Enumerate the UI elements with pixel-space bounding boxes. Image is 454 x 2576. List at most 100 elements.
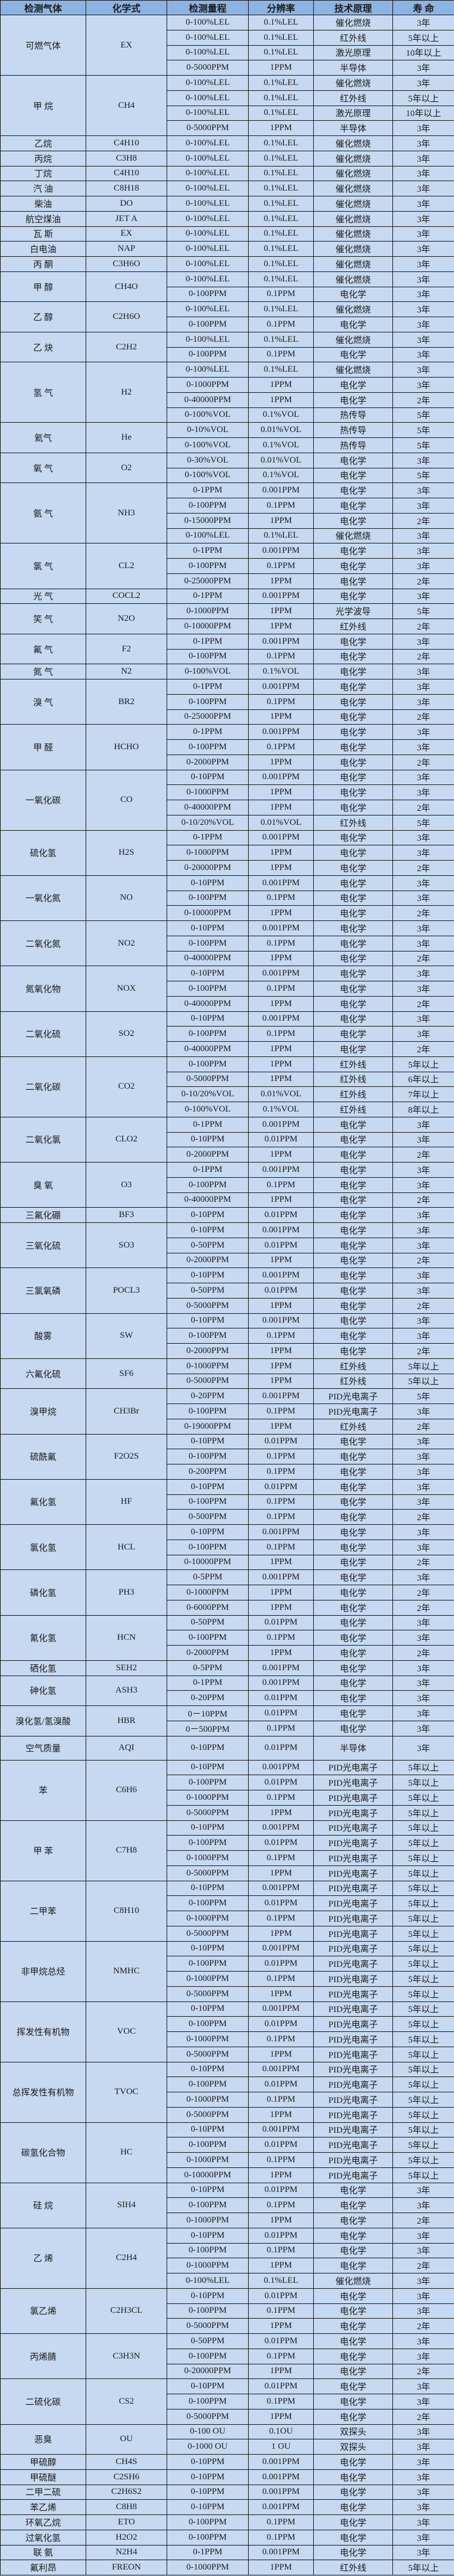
resolution-cell: 0.1PPM <box>248 2242 314 2259</box>
lifespan-cell: 3年 <box>392 845 454 861</box>
resolution-cell: 0.01PPM <box>248 1131 314 1148</box>
principle-cell: 热传导 <box>313 422 393 438</box>
principle-cell: 电化学 <box>313 286 393 303</box>
range-cell: 0-2000PPM <box>167 754 249 770</box>
resolution-cell: 1PPM <box>248 512 314 529</box>
range-cell: 0-2000PPM <box>167 1645 249 1661</box>
table-row: 氯化氢 HCL 0-10PPM 0.001PPM 电化学 3年 <box>0 1524 454 1571</box>
gas-name-cell: 白电油 <box>0 241 86 257</box>
lifespan-cell: 3年 <box>392 2484 454 2500</box>
resolution-cell: 0.1%LEL <box>248 45 314 61</box>
resolution-cell: 0.001PPM <box>248 769 314 786</box>
resolution-cell: 0.1%LEL <box>248 105 314 121</box>
resolution-cell: 0.1PPM <box>248 1509 314 1525</box>
table-row: 硫化氢 H2S 0-1PPM 0.001PPM 电化学 3年 <box>0 830 454 876</box>
formula-cell: NAP <box>86 241 167 257</box>
principle-cell: 电化学 <box>313 709 393 725</box>
principle-cell: 电化学 <box>313 2227 393 2244</box>
principle-cell: 电化学 <box>313 754 393 770</box>
lifespan-cell: 5年以上 <box>392 1895 454 1911</box>
lifespan-cell: 3年 <box>392 784 454 800</box>
table-row: 0-100PPM 0.01PPM PID光电离子 5年以上 <box>1 1835 454 1851</box>
principle-cell: 红外线 <box>313 618 393 634</box>
gas-name-cell: 过氧化氢 <box>0 2529 86 2546</box>
resolution-cell: 0.01PPM <box>248 1956 314 1972</box>
lifespan-cell: 5年以上 <box>392 1865 454 1881</box>
range-cell: 0-100PPM <box>167 1026 249 1042</box>
range-cell: 0-100%LEL <box>167 226 249 242</box>
lifespan-cell: 5年以上 <box>392 1986 454 2002</box>
lifespan-cell: 3年 <box>392 1494 454 1510</box>
range-cell: 0-1PPM <box>167 724 249 740</box>
principle-cell: 电化学 <box>313 1509 393 1525</box>
formula-cell: NO2 <box>86 920 167 967</box>
table-row: 0-100PPM 0.1PPM 电化学 3年 <box>1 2303 454 2319</box>
range-cell: 0-1000PPM <box>167 2092 249 2108</box>
table-row: 二甲二硫 C2H6S2 0-10PPM 0.001PPM 电化学 3年 <box>0 2484 454 2500</box>
range-cell: 0-1PPM <box>167 2544 249 2561</box>
lifespan-cell: 3年 <box>392 286 454 303</box>
table-row: 0-100PPM 0.1PPM 电化学 3年 <box>1 1328 454 1344</box>
principle-cell: PID光电离子 <box>313 1790 393 1806</box>
lifespan-cell: 5年以上 <box>392 1941 454 1957</box>
range-cell: 0-5000PPM <box>167 2318 249 2334</box>
gas-name-cell: 溴甲烷 <box>0 1388 86 1435</box>
resolution-cell: 0.01PPM <box>248 2378 314 2394</box>
lifespan-cell: 5年 <box>392 814 454 831</box>
resolution-cell: 0.1%LEL <box>248 90 314 106</box>
principle-cell: 催化燃烧 <box>313 165 393 182</box>
table-row: 丙烯腈 C3H3N 0-50PPM 0.01PPM 电化学 3年 <box>0 2333 454 2380</box>
principle-cell: 电化学 <box>313 1705 393 1721</box>
lifespan-cell: 3年 <box>392 830 454 846</box>
table-row: 0-6000PPM 1PPM 电化学 2年 <box>1 1599 454 1616</box>
table-row: 0-1000PPM 0.1PPM PID光电离子 5年以上 <box>1 2152 454 2168</box>
principle-cell: 电化学 <box>313 1690 393 1706</box>
range-cell: 0－10PPM <box>167 1705 249 1721</box>
range-cell: 0-1PPM <box>167 1116 249 1133</box>
range-cell: 0-100%LEL <box>167 528 249 544</box>
formula-cell: F2O2S <box>86 1433 167 1480</box>
range-cell: 0-5000PPM <box>167 60 249 76</box>
principle-cell: 电化学 <box>313 664 393 679</box>
resolution-cell: 0.1PPM <box>248 1464 314 1480</box>
table-row: 0-100%LEL 0.1%LEL 激光原理 10年以上 <box>1 45 454 61</box>
resolution-cell: 0.01PPM <box>248 1615 314 1631</box>
range-cell: 0-100%LEL <box>167 301 249 317</box>
resolution-cell: 0.1PPM <box>248 2092 314 2108</box>
principle-cell: PID光电离子 <box>313 1911 393 1926</box>
resolution-cell: 0.1%LEL <box>248 135 314 151</box>
gas-name-cell: 光 气 <box>0 588 86 604</box>
table-row: 甲 苯 C7H8 0-10PPM 0.001PPM PID光电离子 5年以上 <box>0 1820 454 1881</box>
lifespan-cell: 3年 <box>392 1479 454 1495</box>
principle-cell: 电化学 <box>313 679 393 695</box>
table-row: 0-100PPM 0.01PPM PID光电离子 5年以上 <box>1 1895 454 1911</box>
range-cell: 0-100%LEL <box>167 2273 249 2289</box>
resolution-cell: 1PPM <box>248 784 314 800</box>
gas-name-cell: 二氧化硫 <box>0 1011 86 1057</box>
lifespan-cell: 3年 <box>392 2182 454 2198</box>
lifespan-cell: 2年 <box>392 1599 454 1616</box>
gas-name-cell: 氯乙烯 <box>0 2288 86 2334</box>
lifespan-cell: 2年 <box>392 2318 454 2334</box>
formula-cell: JET A <box>86 210 167 227</box>
lifespan-cell: 3年 <box>392 226 454 242</box>
gas-name-cell: 硫化氢 <box>0 830 86 876</box>
principle-cell: 电化学 <box>313 1539 393 1555</box>
principle-cell: 电化学 <box>313 694 393 710</box>
table-row: 0-100PPM 0.1PPM 电化学 3年 <box>1 935 454 951</box>
resolution-cell: 1PPM <box>248 905 314 921</box>
gas-name-cell: 恶臭 <box>0 2424 86 2455</box>
range-cell: 0-100%LEL <box>167 105 249 121</box>
table-row: 乙烷 C4H10 0-100%LEL 0.1%LEL 催化燃烧 3年 <box>0 135 454 151</box>
range-cell: 0-1PPM <box>167 1162 249 1178</box>
lifespan-cell: 3年 <box>392 2469 454 2485</box>
principle-cell: 催化燃烧 <box>313 362 393 378</box>
resolution-cell: 0.1%LEL <box>248 331 314 348</box>
principle-cell: 电化学 <box>313 512 393 529</box>
range-cell: 0-100PPM <box>167 1835 249 1851</box>
principle-cell: 红外线 <box>313 29 393 46</box>
gas-name-cell: 溴 气 <box>0 678 86 725</box>
resolution-cell: 0.01PPM <box>248 1433 314 1450</box>
table-row: 0-1000 OU 1 OU 双探头 3年 <box>1 2439 454 2455</box>
resolution-cell: 0.1%LEL <box>248 301 314 317</box>
